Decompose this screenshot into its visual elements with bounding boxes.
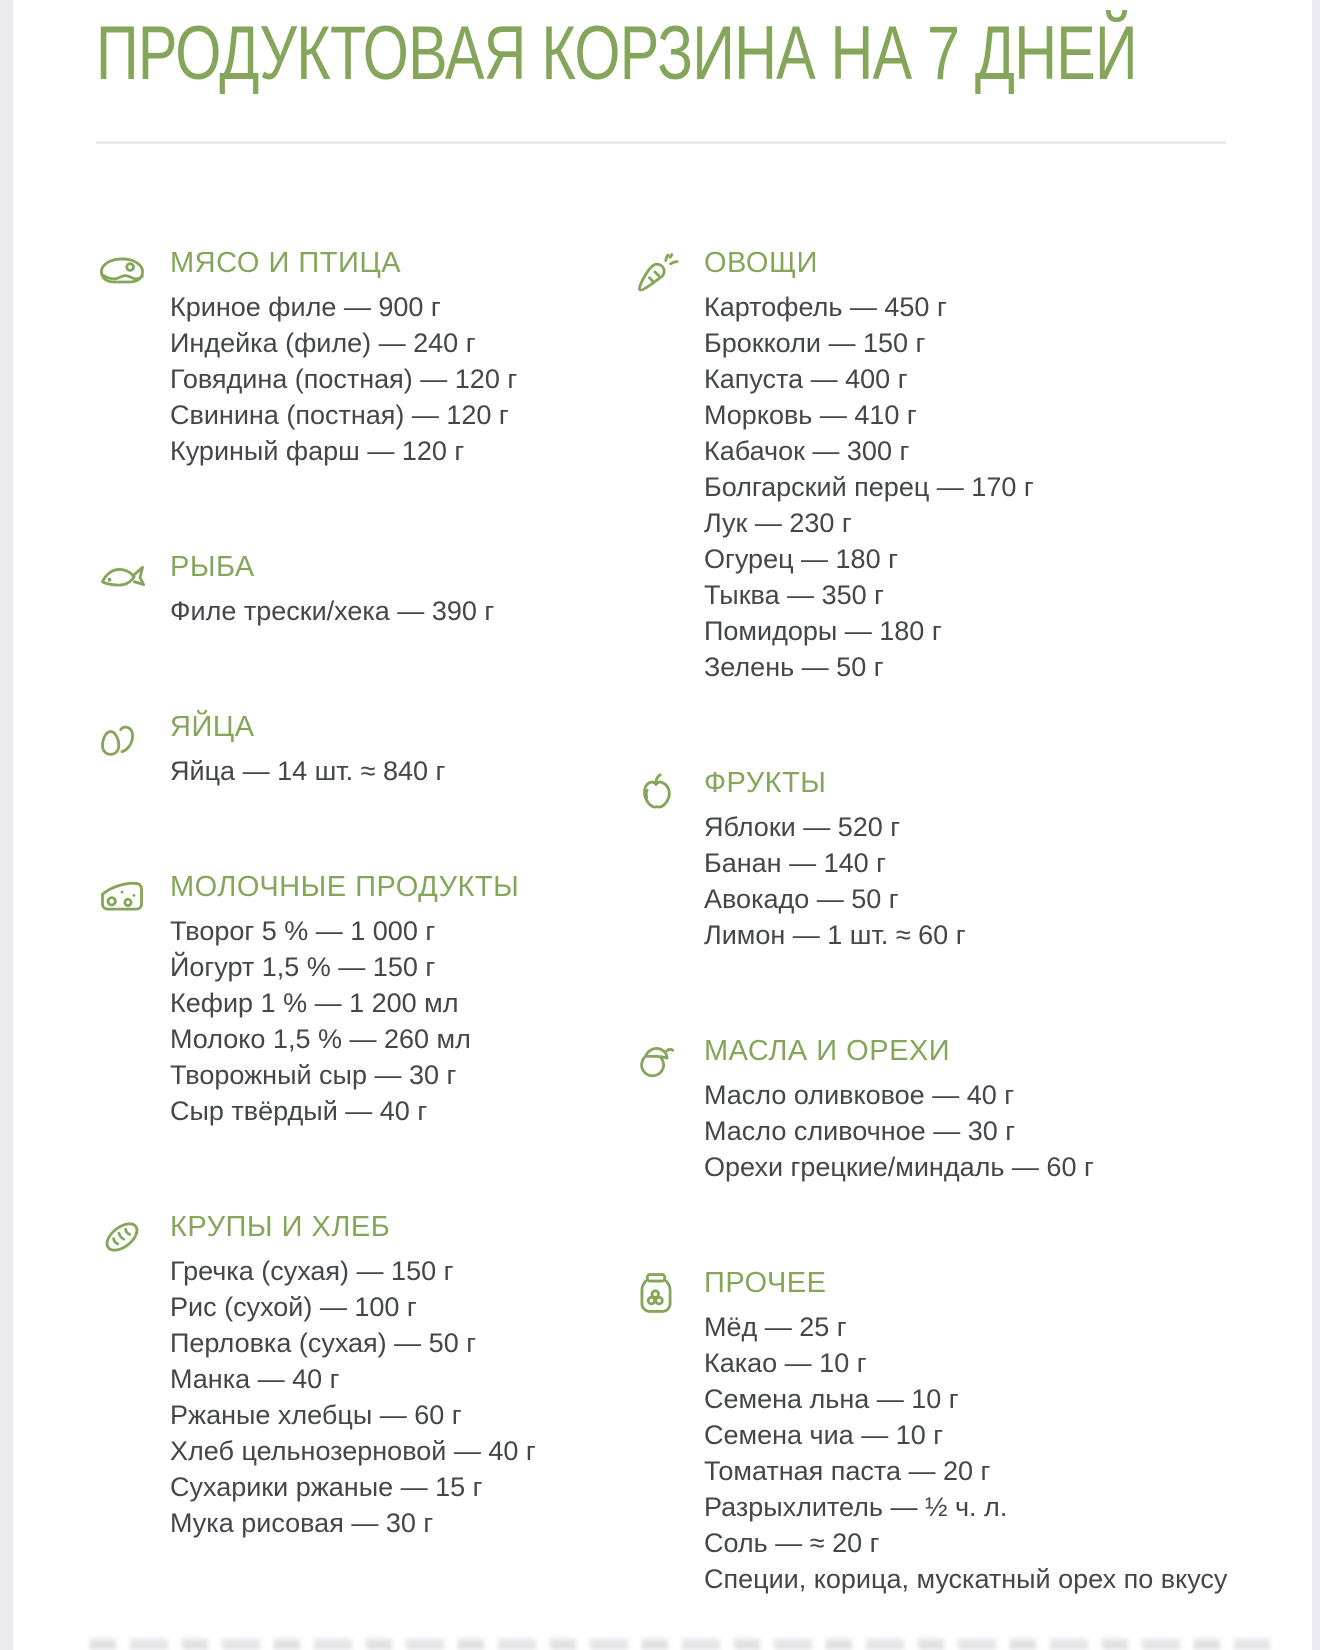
category-fish: РЫБА Филе трески/хека — 390 г <box>96 547 630 629</box>
category-other: ПРОЧЕЕ Мёд — 25 г Какао — 10 г Семена льна… <box>630 1263 1236 1597</box>
list-item: Криное филе — 900 г <box>170 292 441 322</box>
list-item: Мёд — 25 г <box>704 1312 847 1342</box>
left-edge-strip <box>0 0 13 1650</box>
list-item: Манка — 40 г <box>170 1364 340 1394</box>
list-item: Зелень — 50 г <box>704 652 884 682</box>
bread-icon <box>96 1211 148 1263</box>
list-item: Гречка (сухая) — 150 г <box>170 1256 454 1286</box>
list-item: Творог 5 % — 1 000 г <box>170 916 436 946</box>
list-item: Яблоки — 520 г <box>704 812 901 842</box>
list-item: Яйца — 14 шт. ≈ 840 г <box>170 756 446 786</box>
list-item: Банан — 140 г <box>704 848 886 878</box>
cheese-icon <box>96 871 148 923</box>
list-item: Говядина (постная) — 120 г <box>170 364 518 394</box>
list-item: Индейка (филе) — 240 г <box>170 328 476 358</box>
list-item: Разрыхлитель — ½ ч. л. <box>704 1492 1008 1522</box>
category-title: КРУПЫ И ХЛЕБ <box>170 1211 391 1243</box>
list-item: Болгарский перец — 170 г <box>704 472 1034 502</box>
right-edge-strip <box>1312 0 1320 1650</box>
list-item: Брокколи — 150 г <box>704 328 926 358</box>
category-eggs: ЯЙЦА Яйца — 14 шт. ≈ 840 г <box>96 707 630 789</box>
list-item: Молоко 1,5 % — 260 мл <box>170 1024 471 1054</box>
category-items: Мёд — 25 г Какао — 10 г Семена льна — 10 г… <box>704 1309 1227 1597</box>
list-item: Семена чиа — 10 г <box>704 1420 944 1450</box>
category-items: Картофель — 450 г Брокколи — 150 г Капуста… <box>704 289 1034 685</box>
columns-container: МЯСО И ПТИЦА Криное филе — 900 г Индейка … <box>96 243 1236 1597</box>
category-fruits: ФРУКТЫ Яблоки — 520 г Банан — 140 г Авокад… <box>630 763 1236 953</box>
list-item: Сухарики ржаные — 15 г <box>170 1472 483 1502</box>
category-title: ЯЙЦА <box>170 711 255 743</box>
eggs-icon <box>96 711 148 763</box>
category-oils-nuts: МАСЛА И ОРЕХИ Масло оливковое — 40 г Масл… <box>630 1031 1236 1185</box>
list-item: Масло оливковое — 40 г <box>704 1080 1015 1110</box>
category-title: РЫБА <box>170 551 255 583</box>
fish-icon <box>96 551 148 603</box>
category-title: МАСЛА И ОРЕХИ <box>704 1035 951 1067</box>
category-title: ФРУКТЫ <box>704 767 827 799</box>
list-item: Лук — 230 г <box>704 508 852 538</box>
list-item: Кабачок — 300 г <box>704 436 910 466</box>
list-item: Авокадо — 50 г <box>704 884 899 914</box>
category-items: Масло оливковое — 40 г Масло сливочное — … <box>704 1077 1094 1185</box>
list-item: Орехи грецкие/миндаль — 60 г <box>704 1152 1094 1182</box>
list-item: Куриный фарш — 120 г <box>170 436 465 466</box>
list-item: Мука рисовая — 30 г <box>170 1508 434 1538</box>
category-items: Творог 5 % — 1 000 г Йогурт 1,5 % — 150 г… <box>170 913 519 1129</box>
steak-icon <box>96 247 148 299</box>
title-divider <box>96 141 1226 144</box>
list-item: Кефир 1 % — 1 200 мл <box>170 988 459 1018</box>
category-items: Яблоки — 520 г Банан — 140 г Авокадо — 50 … <box>704 809 966 953</box>
list-item: Огурец — 180 г <box>704 544 898 574</box>
list-item: Ржаные хлебцы — 60 г <box>170 1400 462 1430</box>
list-item: Соль — ≈ 20 г <box>704 1528 880 1558</box>
category-title: ПРОЧЕЕ <box>704 1267 827 1299</box>
carrot-icon <box>630 247 682 299</box>
category-title: ОВОЩИ <box>704 247 819 279</box>
apple-icon <box>630 767 682 819</box>
list-item: Творожный сыр — 30 г <box>170 1060 457 1090</box>
category-items: Яйца — 14 шт. ≈ 840 г <box>170 753 445 789</box>
list-item: Лимон — 1 шт. ≈ 60 г <box>704 920 966 950</box>
left-column: МЯСО И ПТИЦА Криное филе — 900 г Индейка … <box>96 243 630 1597</box>
category-dairy: МОЛОЧНЫЕ ПРОДУКТЫ Творог 5 % — 1 000 г Йо… <box>96 867 630 1129</box>
category-title: МОЛОЧНЫЕ ПРОДУКТЫ <box>170 871 520 903</box>
cropped-next-line <box>90 1639 1270 1650</box>
category-title: МЯСО И ПТИЦА <box>170 247 402 279</box>
list-item: Хлеб цельнозерновой — 40 г <box>170 1436 536 1466</box>
list-item: Перловка (сухая) — 50 г <box>170 1328 477 1358</box>
page-title: ПРОДУКТОВАЯ КОРЗИНА НА 7 ДНЕЙ <box>96 11 1138 96</box>
category-items: Филе трески/хека — 390 г <box>170 593 494 629</box>
acorn-icon <box>630 1035 682 1087</box>
list-item: Свинина (постная) — 120 г <box>170 400 509 430</box>
category-grains-bread: КРУПЫ И ХЛЕБ Гречка (сухая) — 150 г Рис (… <box>96 1207 630 1541</box>
list-item: Помидоры — 180 г <box>704 616 942 646</box>
list-item: Тыква — 350 г <box>704 580 884 610</box>
jar-icon <box>630 1267 682 1319</box>
list-item: Масло сливочное — 30 г <box>704 1116 1016 1146</box>
list-item: Картофель — 450 г <box>704 292 947 322</box>
category-items: Криное филе — 900 г Индейка (филе) — 240 … <box>170 289 517 469</box>
list-item: Томатная паста — 20 г <box>704 1456 991 1486</box>
category-meat: МЯСО И ПТИЦА Криное филе — 900 г Индейка … <box>96 243 630 469</box>
category-items: Гречка (сухая) — 150 г Рис (сухой) — 100 … <box>170 1253 536 1541</box>
list-item: Рис (сухой) — 100 г <box>170 1292 417 1322</box>
list-item: Морковь — 410 г <box>704 400 917 430</box>
list-item: Филе трески/хека — 390 г <box>170 596 495 626</box>
list-item: Семена льна — 10 г <box>704 1384 959 1414</box>
list-item: Какао — 10 г <box>704 1348 867 1378</box>
list-item: Сыр твёрдый — 40 г <box>170 1096 428 1126</box>
list-item: Специи, корица, мускатный орех по вкусу <box>704 1564 1228 1594</box>
list-item: Капуста — 400 г <box>704 364 908 394</box>
list-item: Йогурт 1,5 % — 150 г <box>170 952 436 982</box>
